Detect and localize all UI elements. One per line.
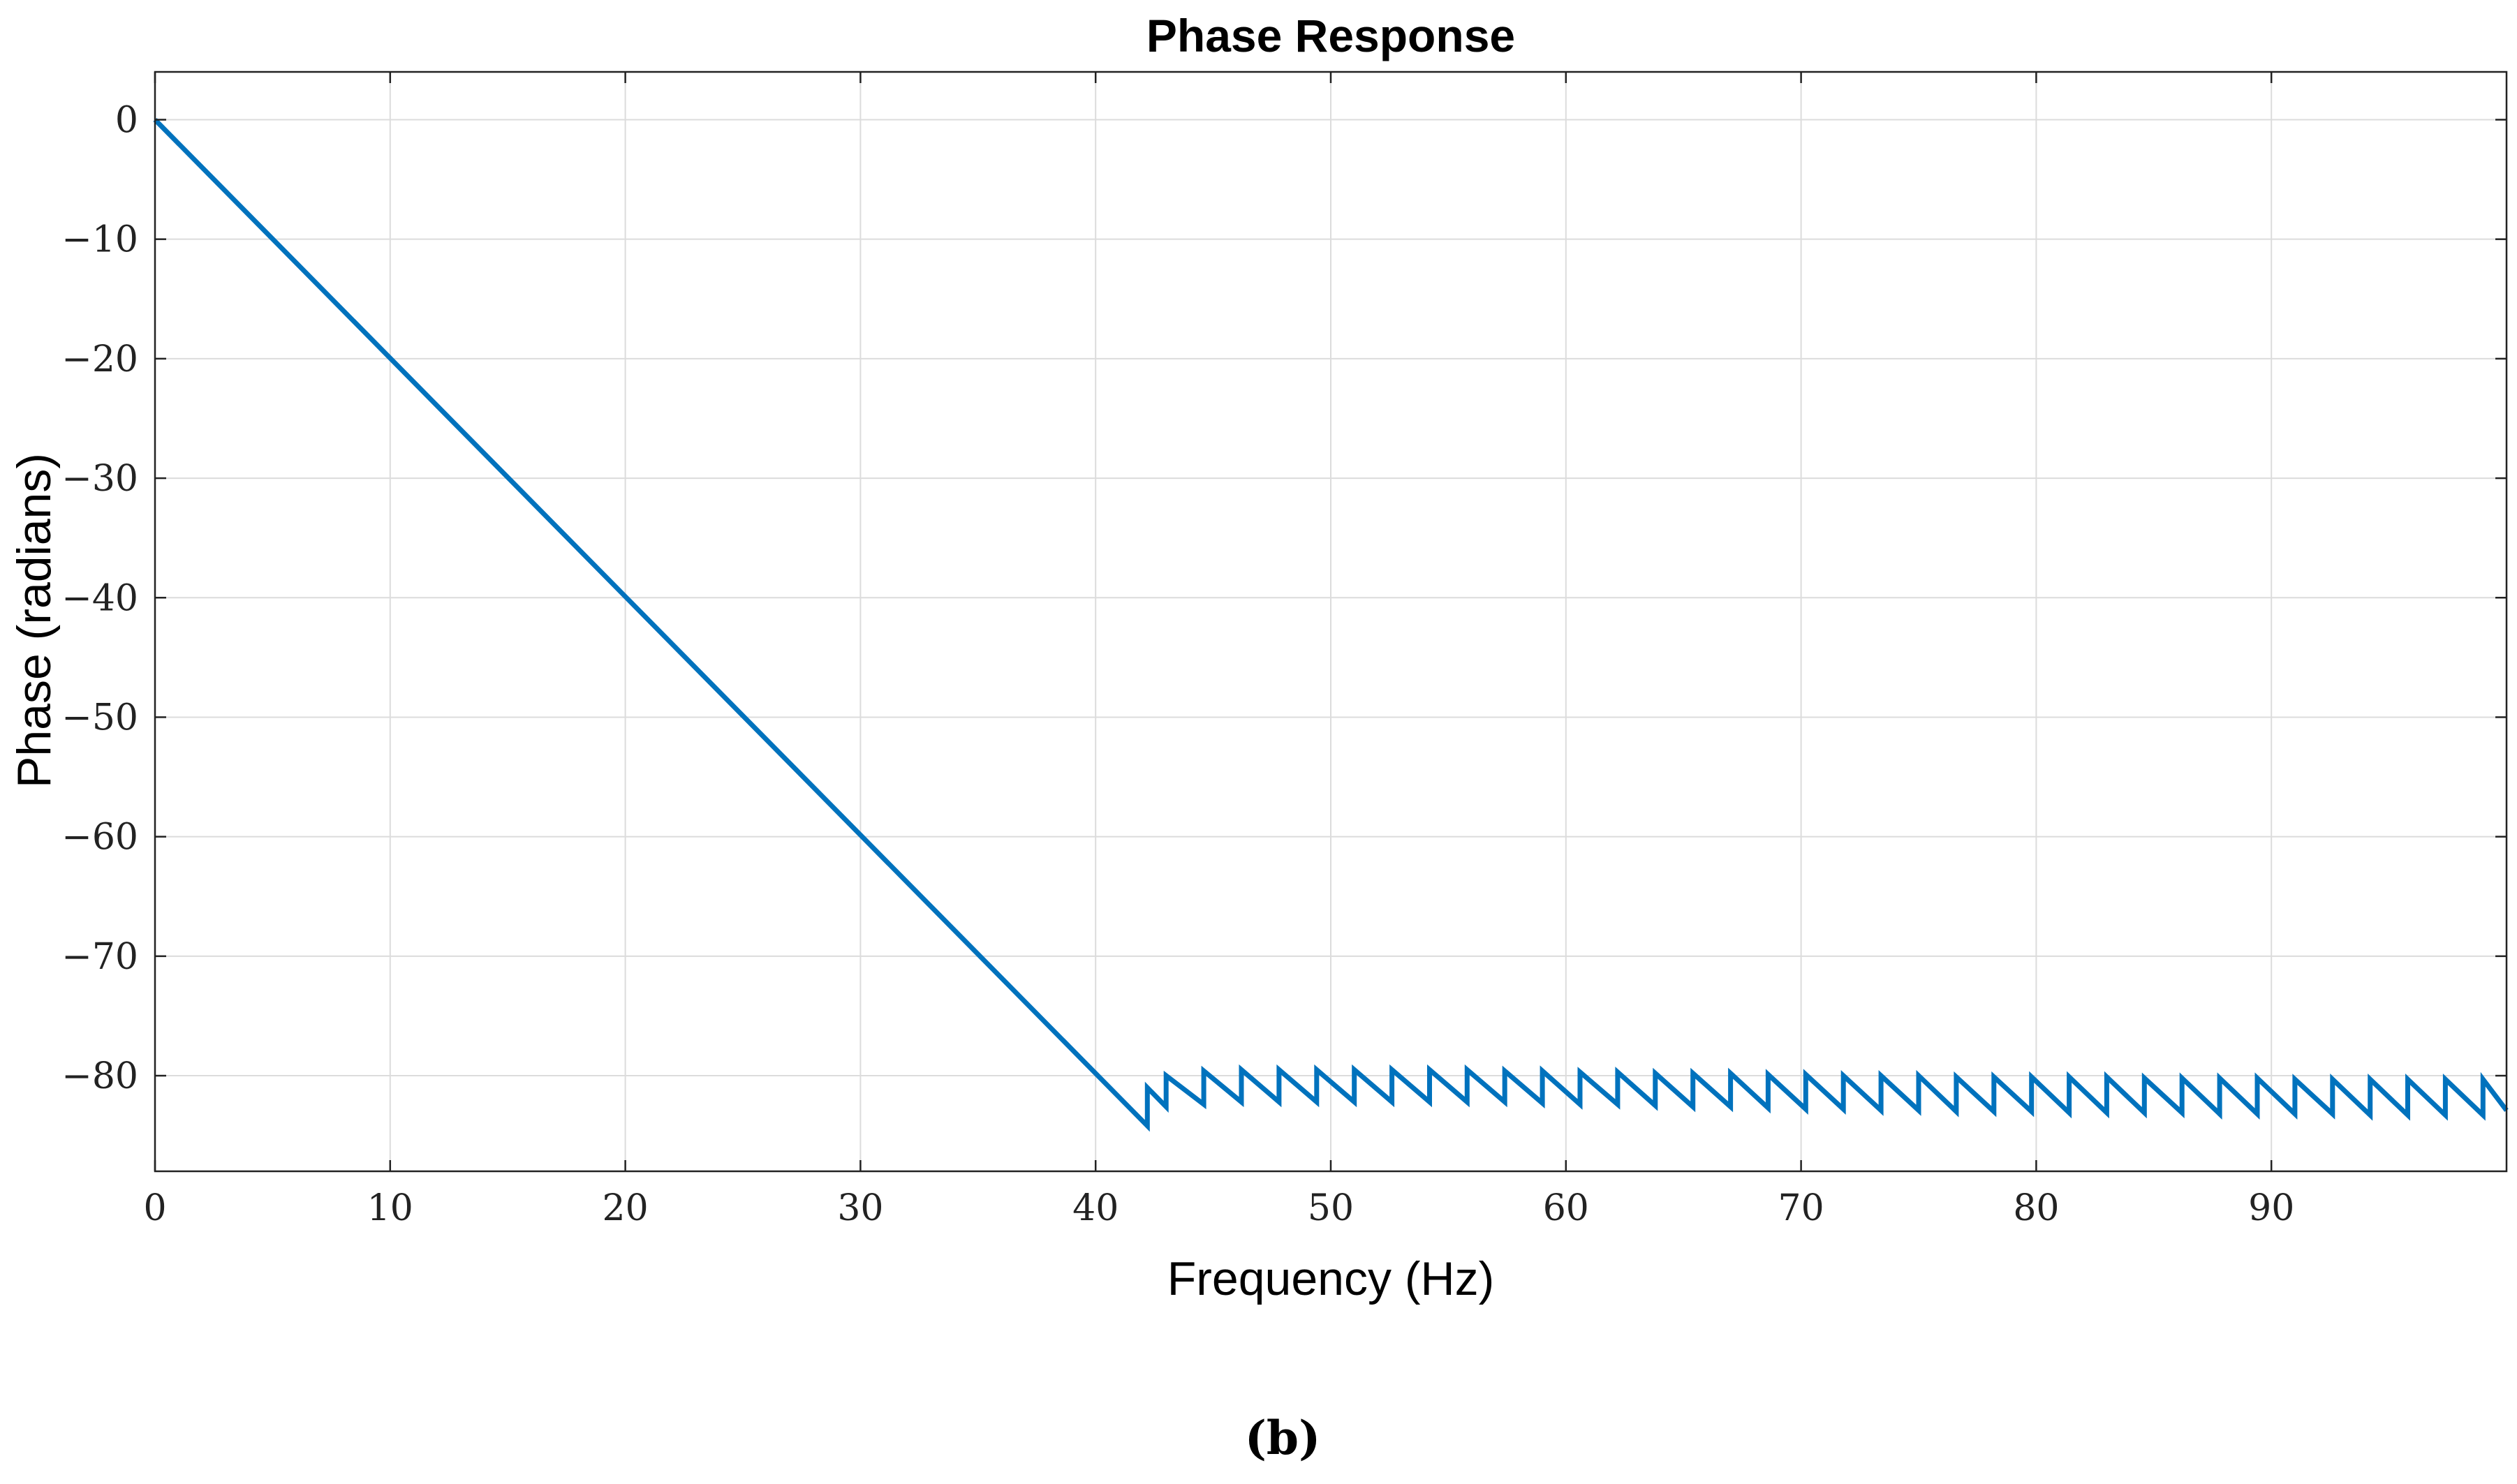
y-tick-label: −60	[61, 817, 138, 859]
y-tick-label: −30	[61, 458, 138, 500]
figure-caption: (b)	[1245, 1411, 1321, 1465]
y-tick-label: −10	[61, 219, 138, 261]
x-tick-label: 20	[603, 1187, 649, 1229]
y-tick-label: 0	[115, 99, 138, 141]
x-tick-label: 80	[2013, 1187, 2059, 1229]
x-tick-label: 50	[1308, 1187, 1354, 1229]
grid	[154, 72, 2507, 1171]
y-tick-label: −20	[61, 339, 138, 380]
y-tick-label: −40	[61, 577, 138, 619]
ticks: 0 10 20 30 40 50 60 70 80 90 0 −10 −20 −30 −40 −50 −60 −7…	[61, 72, 2507, 1229]
y-tick-label: −50	[61, 697, 138, 739]
x-tick-label: 40	[1072, 1187, 1119, 1229]
y-tick-label: −70	[61, 936, 138, 978]
series-layer	[153, 118, 2509, 1132]
chart-title: Phase Response	[1146, 10, 1515, 61]
x-tick-label: 60	[1543, 1187, 1589, 1229]
x-axis-label: Frequency (Hz)	[1167, 1252, 1495, 1305]
y-axis-label: Phase (radians)	[8, 453, 61, 788]
x-tick-label: 10	[367, 1187, 413, 1229]
y-tick-label: −80	[61, 1055, 138, 1097]
x-tick-label: 30	[837, 1187, 883, 1229]
x-tick-label: 90	[2248, 1187, 2294, 1229]
x-tick-label: 70	[1778, 1187, 1824, 1229]
series-line-phase	[153, 118, 2509, 1132]
x-tick-label: 0	[143, 1187, 166, 1229]
